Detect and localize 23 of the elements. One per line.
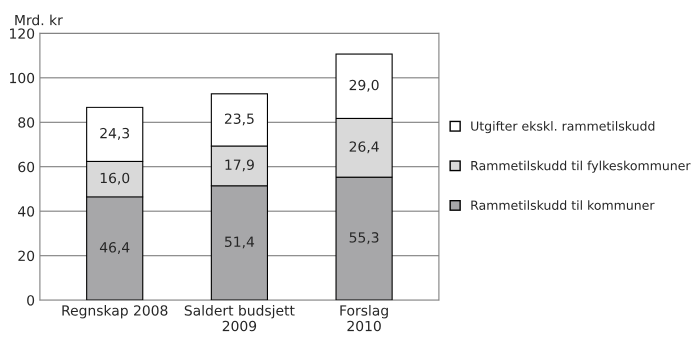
data-label: 29,0 <box>350 80 379 92</box>
y-tick-label: 100 <box>10 72 34 84</box>
legend-label: Rammetilskudd til kommuner <box>471 200 655 210</box>
data-label: 24,3 <box>100 128 130 140</box>
y-tick-label: 120 <box>10 28 34 39</box>
data-label: 51,4 <box>225 236 254 248</box>
data-label: 16,0 <box>100 172 130 185</box>
y-tick-label: 20 <box>18 250 34 262</box>
legend-label: Rammetilskudd til fylkeskommuner <box>471 160 691 173</box>
data-label: 26,4 <box>350 141 379 154</box>
x-tick-label: Saldert budsjett 2009 <box>184 304 295 332</box>
y-tick-label: 60 <box>18 162 34 172</box>
x-tick-label: Forslag 2010 <box>340 304 388 332</box>
x-tick-label: Regnskap 2008 <box>62 304 168 318</box>
y-tick-label: 40 <box>18 206 34 217</box>
y-axis-title: Mrd. kr <box>15 14 63 26</box>
data-label: 46,4 <box>100 242 130 254</box>
data-label: 23,5 <box>224 113 254 126</box>
y-tick-label: 0 <box>27 295 34 306</box>
y-tick-label: 80 <box>18 117 34 128</box>
data-label: 55,3 <box>350 232 378 244</box>
legend-label: Utgifter ekskl. rammetilskudd <box>471 121 654 134</box>
data-label: 17,9 <box>225 159 254 172</box>
